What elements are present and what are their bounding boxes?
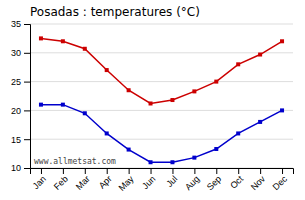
x-tick-label: Jul: [164, 174, 179, 189]
grid-line: [30, 24, 293, 25]
annotation: www.allmetsat.com: [34, 157, 116, 166]
x-tick-label: Feb: [52, 174, 70, 192]
point: [170, 98, 174, 102]
x-tick-label: Jan: [31, 174, 48, 191]
x-tick: Jan: [31, 168, 48, 191]
x-tick: Mar: [74, 168, 92, 192]
x-tick-label: Aug: [183, 174, 201, 192]
x-tick-mark: [41, 168, 42, 174]
data-area: [39, 36, 284, 164]
grid-line: [30, 110, 293, 111]
y-axis: 10 15 20 25 30 35: [11, 19, 31, 173]
chart: 10 15 20 25 30 35 JanFebMar AprMayJun Jul AugSep O…: [0, 0, 305, 200]
x-tick-mark: [194, 168, 195, 174]
title: Posadas : temperatures (°C): [30, 5, 200, 19]
x-tick: Aug: [183, 168, 201, 192]
y-tick: 35: [11, 19, 30, 29]
x-tick: Dec: [271, 168, 290, 192]
y-tick-label: 10: [11, 163, 21, 173]
y-tick-label: 20: [11, 106, 21, 116]
point: [83, 47, 87, 51]
x-tick-label: Dec: [271, 173, 290, 192]
point: [61, 39, 65, 43]
y-tick: 30: [11, 48, 30, 58]
point: [192, 89, 196, 93]
y-tick: 25: [11, 77, 30, 87]
point: [236, 62, 240, 66]
y-tick: 20: [11, 106, 30, 116]
point: [258, 120, 262, 124]
point: [170, 160, 174, 164]
x-tick-mark: [151, 168, 152, 174]
point: [258, 53, 262, 57]
x-tick-label: Oct: [228, 173, 245, 190]
point: [149, 160, 153, 164]
x-axis: JanFebMar AprMayJun Jul AugSep OctNovDec: [31, 168, 294, 193]
x-tick-label: Nov: [249, 173, 268, 192]
y-tick-mark: [24, 139, 30, 140]
x-tick-label: Apr: [97, 174, 114, 191]
point: [105, 68, 109, 72]
x-tick: Apr: [97, 168, 114, 191]
x-tick: Oct: [228, 168, 245, 191]
y-tick-label: 25: [11, 77, 21, 87]
grid-line: [30, 52, 293, 53]
x-tick-mark: [238, 168, 239, 174]
x-tick: Sep: [205, 168, 223, 192]
x-tick: Feb: [52, 168, 70, 192]
grid-line: [30, 139, 293, 140]
point: [127, 88, 131, 92]
point: [39, 103, 43, 107]
x-tick-label: May: [117, 173, 136, 192]
x-tick-mark: [216, 168, 217, 174]
x-tick: May: [117, 168, 136, 193]
x-tick: Jun: [140, 168, 157, 191]
point: [83, 111, 87, 115]
x-tick: Nov: [249, 168, 268, 192]
y-tick-mark: [24, 110, 30, 111]
point: [280, 39, 284, 43]
x-tick-mark: [282, 168, 283, 174]
point: [39, 36, 43, 40]
series-line: [41, 38, 282, 103]
grid-line: [30, 81, 293, 82]
y-tick-mark: [24, 168, 30, 169]
x-tick-mark: [107, 168, 108, 174]
y-tick-mark: [24, 53, 30, 54]
y-tick-label: 15: [11, 135, 21, 145]
y-axis-line: [24, 25, 31, 169]
x-axis-line: [31, 169, 294, 175]
grid: [30, 24, 293, 168]
x-tick-mark: [63, 168, 64, 174]
y-tick-label: 30: [11, 48, 21, 58]
x-tick-label: Mar: [74, 174, 92, 192]
x-tick-mark: [172, 168, 173, 174]
y-tick-label: 35: [11, 19, 21, 29]
point: [61, 103, 65, 107]
y-tick-mark: [24, 24, 30, 25]
point: [214, 147, 218, 151]
point: [236, 131, 240, 135]
x-tick-mark: [85, 168, 86, 174]
y-tick-mark: [24, 82, 30, 83]
plot-area: 10 15 20 25 30 35 JanFebMar AprMayJun Jul AugSep O…: [11, 19, 294, 193]
point: [149, 101, 153, 105]
x-tick-mark: [129, 168, 130, 174]
point: [280, 108, 284, 112]
point: [105, 131, 109, 135]
x-tick-mark: [260, 168, 261, 174]
x-tick-label: Jun: [140, 174, 157, 191]
point: [214, 80, 218, 84]
point: [192, 156, 196, 160]
series-line: [41, 105, 282, 163]
y-tick: 15: [11, 135, 30, 145]
x-tick: Jul: [164, 168, 179, 189]
point: [127, 148, 131, 152]
x-tick-label: Sep: [205, 174, 223, 192]
y-tick: 10: [11, 163, 30, 173]
